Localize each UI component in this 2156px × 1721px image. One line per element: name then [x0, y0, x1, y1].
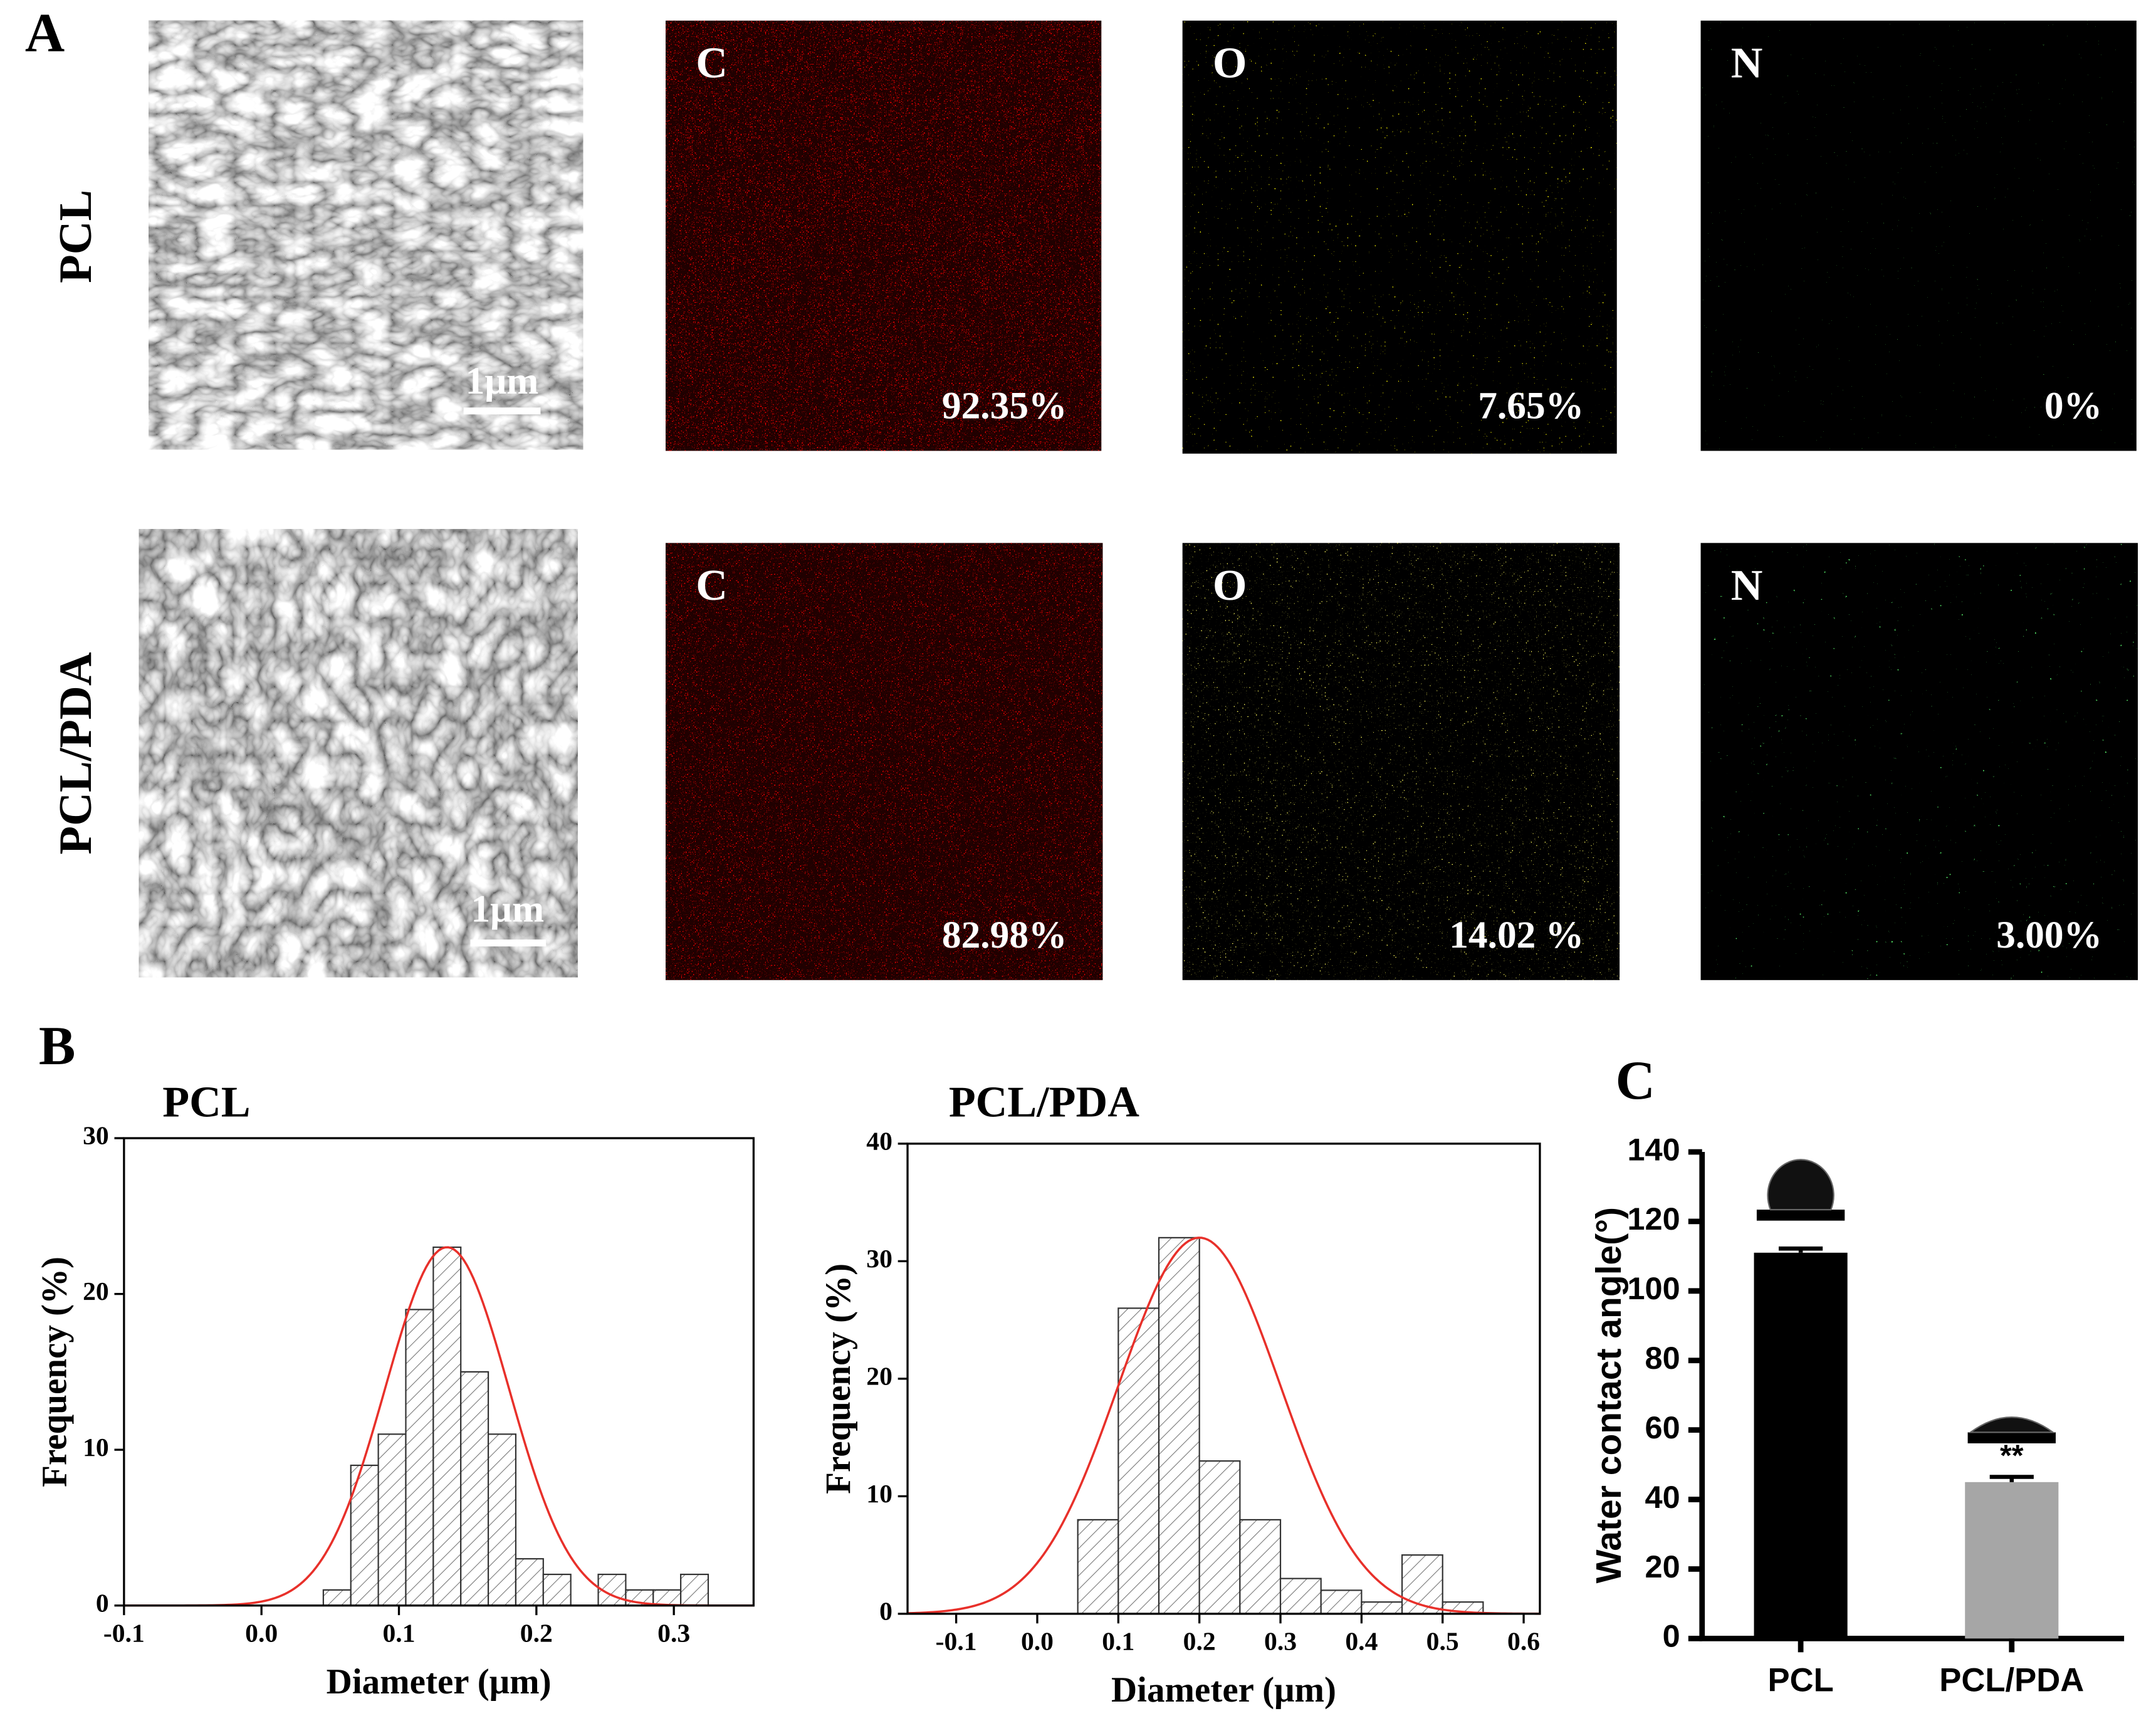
x-tick-label: 0.3: [1264, 1628, 1297, 1656]
x-axis-label: Diameter (μm): [1111, 1670, 1336, 1710]
y-tick-label: 40: [1645, 1479, 1680, 1515]
element-percent: 0%: [2044, 385, 2102, 427]
bar: [322, 1589, 352, 1606]
element-label: O: [1213, 39, 1247, 88]
y-axis-label: Frequency (%): [819, 1263, 858, 1494]
element-label: C: [696, 561, 728, 610]
bar: [1361, 1601, 1403, 1615]
droplet: [1968, 1416, 2055, 1433]
element-percent: 14.02 %: [1449, 914, 1584, 956]
element-percent: 82.98%: [942, 914, 1067, 956]
bar: [1198, 1460, 1241, 1615]
bar: [1754, 1252, 1848, 1639]
y-tick-label: 40: [866, 1127, 892, 1156]
element-label: N: [1731, 39, 1763, 88]
element-label: C: [696, 39, 728, 88]
bar: [1158, 1237, 1200, 1615]
y-tick-label: 60: [1645, 1410, 1680, 1445]
bar: [542, 1573, 572, 1606]
bar: [1077, 1519, 1119, 1615]
bar: [432, 1246, 462, 1606]
element-percent: 7.65%: [1478, 385, 1584, 427]
x-tick-label: -0.1: [103, 1619, 145, 1648]
substrate: [1967, 1432, 2056, 1443]
y-tick-label: 100: [1628, 1270, 1680, 1306]
element-percent: 3.00%: [1996, 914, 2102, 956]
x-tick-label: 0.4: [1345, 1628, 1378, 1656]
bar: [1965, 1482, 2059, 1639]
bar: [652, 1589, 682, 1606]
panel-label: A: [25, 3, 65, 63]
y-tick-label: 20: [866, 1362, 892, 1391]
chart-title: PCL/PDA: [949, 1078, 1139, 1127]
y-tick-label: 30: [83, 1122, 109, 1151]
y-tick-label: 120: [1628, 1201, 1680, 1237]
element-percent: 92.35%: [942, 385, 1067, 427]
x-tick-label: 0.1: [382, 1619, 415, 1648]
bar: [1239, 1519, 1282, 1615]
y-tick-label: 0: [96, 1589, 109, 1618]
charts: PCL -0.1 0.0 0.1 0.2 0.3 0 10 20 30 Diameter (μm) F…: [35, 1078, 2125, 1710]
fit-curve: [907, 1237, 1540, 1615]
x-tick-label: -0.1: [936, 1628, 977, 1656]
x-tick-label: 0.6: [1507, 1628, 1540, 1656]
eds-maps: [666, 20, 2138, 980]
bar: [405, 1309, 434, 1606]
bar: [515, 1558, 544, 1606]
y-tick-label: 30: [866, 1245, 892, 1274]
x-tick-label: 0.1: [1102, 1628, 1134, 1656]
y-tick-label: 0: [1663, 1618, 1680, 1654]
annotation: **: [2000, 1439, 2024, 1473]
x-tick-label: 0.0: [1021, 1628, 1054, 1656]
error-bar: [1989, 1475, 2034, 1482]
y-tick-label: 10: [866, 1480, 892, 1509]
x-tick-label: 0.0: [245, 1619, 278, 1648]
bar: [460, 1371, 489, 1606]
x-tick-label: PCL/PDA: [1939, 1661, 2084, 1698]
x-tick-label: 0.3: [657, 1619, 690, 1648]
error-bar: [1779, 1246, 1823, 1253]
x-tick-label: 0.5: [1426, 1628, 1459, 1656]
panel-label: C: [1616, 1050, 1655, 1111]
y-tick-label: 20: [1645, 1549, 1680, 1584]
bar: [1117, 1307, 1160, 1615]
map-labels: C 92.35% O 7.65% N 0% C 82.98% O 14.02 % N 3.00%: [696, 39, 2102, 957]
y-tick-label: 0: [879, 1597, 892, 1626]
bar: [680, 1573, 709, 1606]
droplet: [1767, 1159, 1834, 1211]
bar: [487, 1433, 517, 1606]
substrate: [1756, 1210, 1845, 1221]
bar: [1279, 1577, 1322, 1615]
panel-label: B: [39, 1015, 76, 1076]
y-tick-label: 10: [83, 1433, 109, 1462]
bar: [1320, 1589, 1363, 1615]
x-tick-label: 0.2: [1183, 1628, 1216, 1656]
element-label: N: [1731, 561, 1763, 610]
plot-frame: [123, 1137, 755, 1607]
sem-image: [139, 529, 578, 978]
y-axis-label: Water contact angle(°): [1589, 1207, 1629, 1583]
row-label: PCL: [50, 190, 102, 283]
y-tick-label: 140: [1628, 1131, 1680, 1167]
element-label: O: [1213, 561, 1247, 610]
x-tick-label: 0.2: [520, 1619, 553, 1648]
y-tick-label: 20: [83, 1277, 109, 1306]
row-label: PCL/PDA: [50, 652, 102, 854]
y-tick-label: 80: [1645, 1340, 1680, 1376]
scale-label: 1μm: [471, 887, 544, 930]
sem-image: [149, 20, 583, 450]
y-axis-label: Frequency (%): [35, 1257, 75, 1487]
chart-title: PCL: [162, 1078, 250, 1127]
x-tick-label: PCL: [1767, 1661, 1833, 1698]
scale-label: 1μm: [466, 360, 539, 402]
bar: [377, 1433, 407, 1606]
x-axis-label: Diameter (μm): [327, 1662, 552, 1702]
